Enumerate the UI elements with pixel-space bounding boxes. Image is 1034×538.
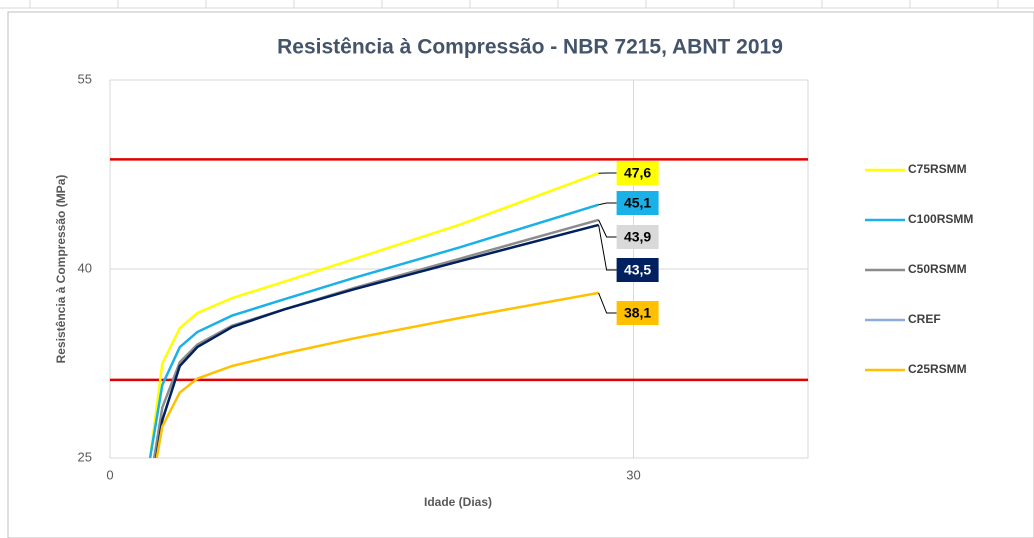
legend-label: CREF: [908, 312, 941, 326]
data-label-box: [616, 225, 659, 249]
chart-area: [7, 11, 1034, 538]
data-label: 45,1: [624, 195, 651, 211]
y-tick-label: 25: [78, 449, 92, 464]
data-label-box: [616, 161, 659, 185]
leader-line: [598, 202, 617, 206]
y-axis-label: Resistência à Compressão (MPa): [54, 175, 68, 364]
legend-label: C100RSMM: [908, 212, 973, 226]
leader-line: [598, 292, 617, 314]
chart-title: Resistência à Compressão - NBR 7215, ABN…: [277, 36, 783, 59]
y-tick-label: 55: [78, 71, 92, 86]
series-line: [148, 203, 599, 458]
leader-line: [598, 219, 617, 238]
series-line: [148, 172, 600, 458]
data-label-box: [616, 301, 659, 325]
sheet-grid: [0, 0, 1034, 9]
data-label: 43,9: [624, 229, 651, 245]
data-label: 43,5: [624, 262, 651, 278]
data-label: 38,1: [624, 305, 651, 321]
x-tick-label: 30: [626, 467, 640, 482]
leader-line: [598, 224, 617, 271]
legend-label: C75RSMM: [908, 162, 967, 176]
series-line: [155, 291, 599, 458]
data-label: 47,6: [624, 165, 651, 181]
legend-label: C50RSMM: [908, 262, 967, 276]
data-label-box: [616, 258, 659, 282]
x-tick-label: 0: [106, 467, 113, 482]
data-label-box: [616, 191, 659, 215]
legend-label: C25RSMM: [908, 362, 967, 376]
x-axis-label: Idade (Dias): [424, 495, 492, 509]
series-line: [154, 223, 599, 458]
y-tick-label: 40: [78, 260, 92, 275]
plot: [110, 158, 808, 458]
